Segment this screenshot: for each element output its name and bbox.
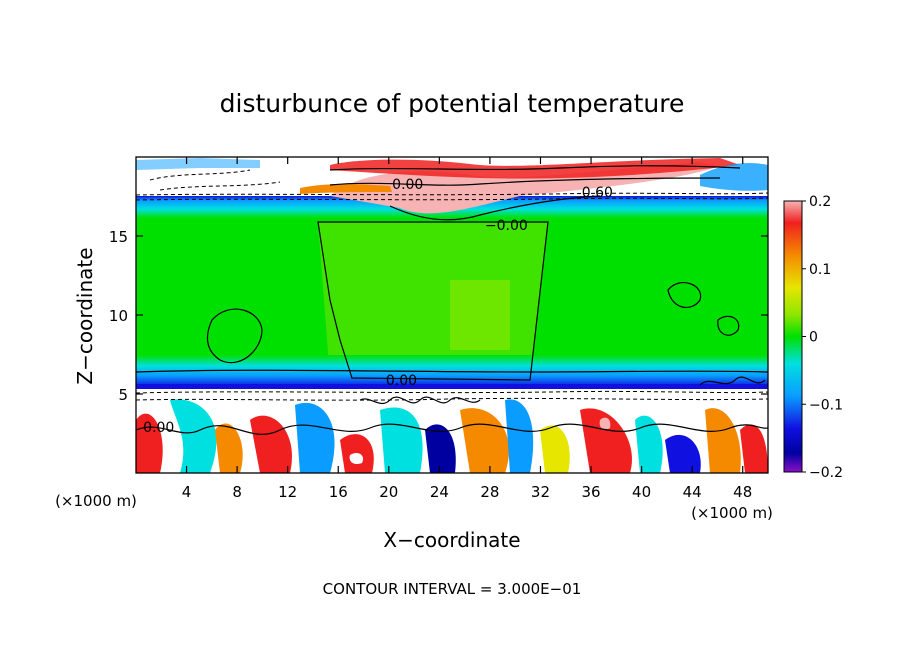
x-axis: 4 8 12 16 20 24 28 32 36 40 44 48 bbox=[182, 157, 752, 501]
x-tick-label: 20 bbox=[379, 483, 398, 501]
colorbar-tick-label: −0.2 bbox=[809, 465, 843, 481]
chart-title: disturbunce of potential temperature bbox=[220, 89, 685, 118]
x-axis-label: X−coordinate bbox=[383, 528, 520, 552]
y-tick-label: 15 bbox=[109, 228, 128, 246]
negative-contours bbox=[136, 169, 768, 401]
contour-label: 0.60 bbox=[582, 185, 613, 201]
x-tick-label: 16 bbox=[329, 483, 348, 501]
x-tick-label: 48 bbox=[733, 483, 752, 501]
upper-left-blue bbox=[136, 158, 260, 170]
x-tick-label: 28 bbox=[480, 483, 499, 501]
blue-layer bbox=[136, 384, 768, 389]
contour-lines bbox=[136, 165, 768, 435]
upper-red-streak bbox=[330, 158, 740, 179]
x-unit-left: (×1000 m) bbox=[55, 492, 137, 510]
contour-labels-layer: 0.00 0.60 −0.00 0.00 0.00 bbox=[143, 177, 613, 436]
colorbar bbox=[783, 200, 803, 473]
x-tick-label: 40 bbox=[632, 483, 651, 501]
colorbar-tick-label: −0.1 bbox=[809, 397, 843, 413]
x-tick-label: 44 bbox=[683, 483, 702, 501]
x-tick-label: 24 bbox=[430, 483, 449, 501]
y-axis-label: Z−coordinate bbox=[73, 247, 97, 384]
y-tick-label: 10 bbox=[109, 307, 128, 325]
x-unit-right: (×1000 m) bbox=[691, 504, 773, 522]
x-tick-label: 36 bbox=[581, 483, 600, 501]
contour-label: 0.00 bbox=[392, 177, 423, 193]
contour-label: 0.00 bbox=[386, 373, 417, 389]
colorbar-tick-label: 0.1 bbox=[809, 262, 831, 278]
x-tick-label: 12 bbox=[278, 483, 297, 501]
contour-label: −0.00 bbox=[485, 218, 528, 234]
colorbar-ticks: 0.2 0.1 0 −0.1 −0.2 bbox=[802, 194, 843, 481]
contour-label: 0.00 bbox=[143, 420, 174, 436]
central-warm-region bbox=[318, 222, 548, 378]
upper-orange-streak bbox=[300, 184, 392, 194]
x-tick-label: 4 bbox=[182, 483, 192, 501]
x-tick-label: 8 bbox=[232, 483, 242, 501]
upper-right-blue bbox=[700, 163, 768, 191]
y-tick-label: 5 bbox=[118, 386, 128, 404]
lower-blobs bbox=[136, 399, 768, 473]
central-warm-core bbox=[450, 280, 510, 350]
colorbar-tick-label: 0.2 bbox=[809, 194, 831, 210]
y-axis: 5 10 15 bbox=[109, 228, 768, 404]
contour-interval-footer: CONTOUR INTERVAL = 3.000E−01 bbox=[323, 580, 582, 598]
colorbar-tick-label: 0 bbox=[809, 330, 818, 346]
x-tick-label: 32 bbox=[531, 483, 550, 501]
plot-area: 0.00 0.60 −0.00 0.00 0.00 bbox=[136, 157, 768, 473]
